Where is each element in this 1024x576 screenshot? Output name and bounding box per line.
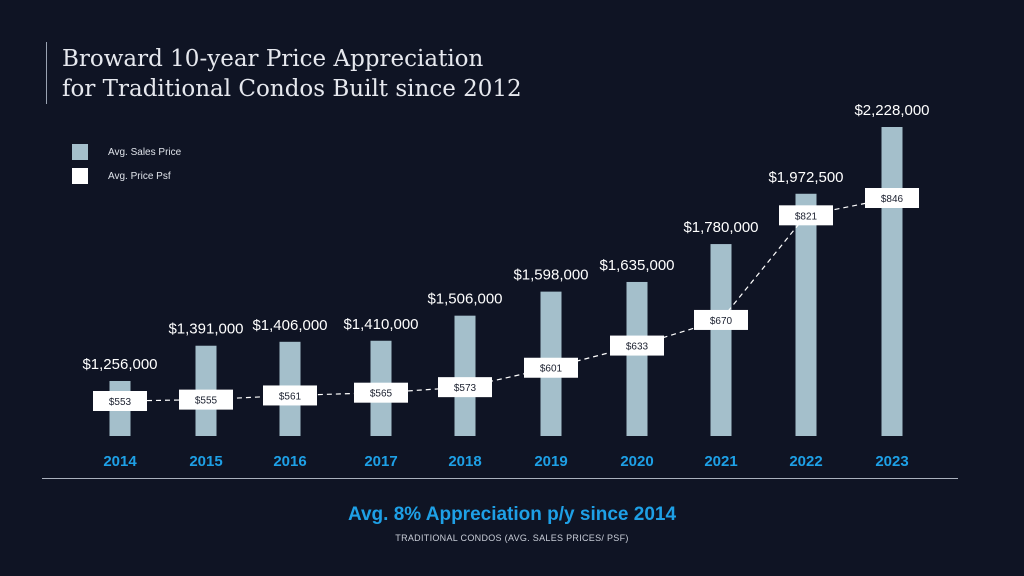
x-tick-label-2021: 2021	[704, 453, 737, 470]
psf-point-2015	[179, 389, 233, 410]
psf-value-label-2018: $573	[454, 383, 477, 394]
title-accent-bar	[46, 42, 47, 104]
legend-label-price-psf: Avg. Price Psf	[108, 170, 171, 182]
bar-value-label-2021: $1,780,000	[683, 219, 758, 236]
bar-value-label-2015: $1,391,000	[168, 321, 243, 338]
psf-value-label-2019: $601	[540, 364, 563, 375]
bar-value-label-2018: $1,506,000	[427, 291, 502, 308]
psf-value-label-2023: $846	[881, 194, 904, 205]
x-tick-label-2023: 2023	[875, 453, 908, 470]
baseline-divider	[42, 478, 958, 479]
psf-point-2021	[694, 309, 748, 330]
psf-point-2017	[354, 382, 408, 403]
bar-value-label-2019: $1,598,000	[513, 267, 588, 284]
x-tick-label-2022: 2022	[789, 453, 822, 470]
bar-value-label-2014: $1,256,000	[82, 356, 157, 373]
psf-value-label-2016: $561	[279, 391, 302, 402]
bar-2020	[626, 281, 648, 436]
legend-item-sales-price: Avg. Sales Price	[72, 140, 181, 164]
psf-point-2016	[263, 385, 317, 406]
bar-value-label-2017: $1,410,000	[343, 316, 418, 333]
psf-point-2018	[438, 377, 492, 398]
legend-swatch-price-psf	[72, 168, 88, 184]
legend-swatch-sales-price	[72, 144, 88, 160]
psf-value-label-2014: $553	[109, 397, 132, 408]
bar-value-label-2016: $1,406,000	[252, 317, 327, 334]
psf-value-label-2015: $555	[195, 396, 218, 407]
chart-title-line-1: Broward 10-year Price Appreciation	[62, 46, 484, 72]
psf-point-2019	[524, 357, 578, 378]
psf-point-2022	[779, 205, 833, 226]
x-tick-label-2015: 2015	[189, 453, 222, 470]
x-tick-label-2019: 2019	[534, 453, 567, 470]
psf-value-label-2022: $821	[795, 211, 818, 222]
chart-title-line-2: for Traditional Condos Built since 2012	[62, 76, 522, 102]
x-tick-label-2016: 2016	[273, 453, 306, 470]
bar-value-label-2022: $1,972,500	[768, 169, 843, 186]
psf-value-label-2021: $670	[710, 316, 733, 327]
psf-series-line	[119, 197, 893, 402]
chart-title: Broward 10-year Price Appreciation for T…	[62, 44, 522, 104]
chart-subtitle: TRADITIONAL CONDOS (AVG. SALES PRICES/ P…	[395, 533, 629, 543]
x-tick-label-2014: 2014	[103, 453, 137, 470]
x-tick-label-2017: 2017	[364, 453, 397, 470]
bar-2023	[881, 127, 903, 436]
bar-2022	[795, 193, 817, 436]
appreciation-summary: Avg. 8% Appreciation p/y since 2014	[347, 504, 677, 525]
legend: Avg. Sales Price Avg. Price Psf	[72, 140, 181, 188]
legend-item-price-psf: Avg. Price Psf	[72, 164, 181, 188]
psf-point-2020	[610, 335, 664, 356]
bar-2021	[710, 244, 732, 436]
psf-value-label-2020: $633	[626, 342, 649, 353]
psf-point-2023	[865, 188, 919, 208]
x-tick-label-2018: 2018	[448, 453, 481, 470]
legend-label-sales-price: Avg. Sales Price	[108, 146, 182, 158]
psf-value-label-2017: $565	[370, 389, 393, 400]
bar-value-label-2020: $1,635,000	[599, 257, 674, 274]
psf-point-2014	[93, 391, 147, 411]
bar-value-label-2023: $2,228,000	[854, 102, 929, 119]
x-tick-label-2020: 2020	[620, 453, 653, 470]
bar-2018	[454, 315, 476, 436]
